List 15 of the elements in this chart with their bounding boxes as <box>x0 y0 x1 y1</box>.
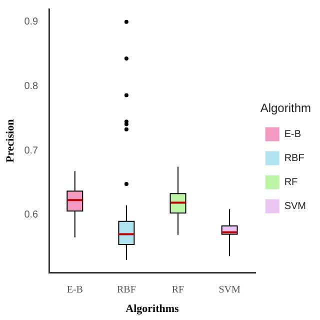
legend-title: Algorithm <box>260 101 312 116</box>
y-tick-label: 0.7 <box>24 145 39 156</box>
legend-label: E-B <box>284 128 302 140</box>
x-tick-label: E-B <box>66 284 84 296</box>
y-tick-label: 0.8 <box>24 80 39 92</box>
y-tick-label: 0.9 <box>24 16 39 28</box>
x-tick-label: RF <box>172 284 185 296</box>
x-tick-label: SVM <box>218 284 240 296</box>
y-axis-title: Precision <box>4 119 16 162</box>
x-axis-title: Algorithms <box>126 303 180 316</box>
legend-label: RF <box>284 176 298 188</box>
legend-label: RBF <box>284 152 304 164</box>
y-tick-label: 0.6 <box>24 210 39 221</box>
x-tick-label: RBF <box>116 284 136 296</box>
legend-label: SVM <box>284 200 306 212</box>
